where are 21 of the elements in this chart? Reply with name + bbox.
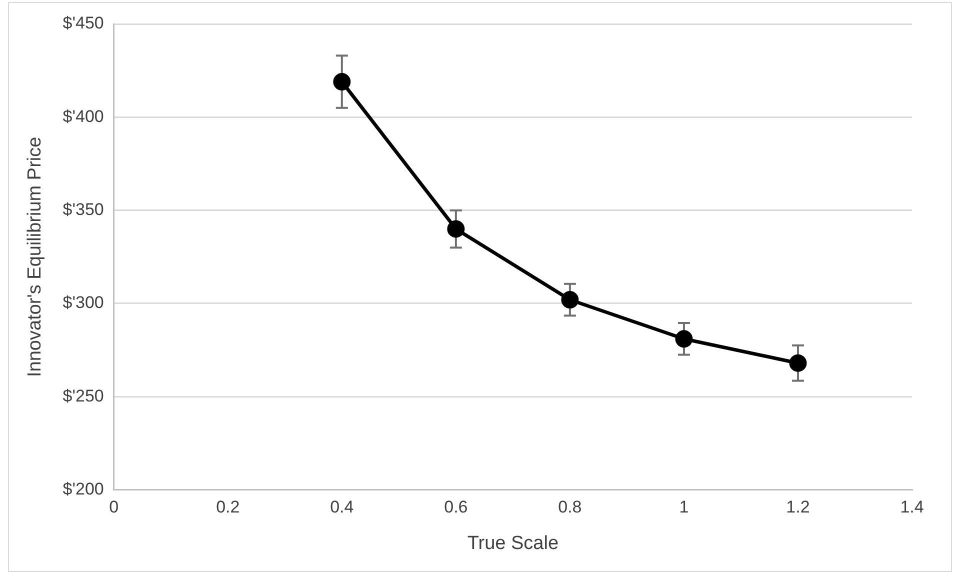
y-tick-label: $'350	[62, 200, 104, 220]
y-tick-label: $'300	[62, 293, 104, 312]
point	[789, 354, 807, 372]
y-tick-label: $'400	[62, 106, 104, 126]
x-tick-label: 0.4	[330, 498, 354, 517]
x-tick-label: 1.4	[900, 498, 924, 517]
x-tick-label: 0.8	[558, 498, 582, 517]
point	[447, 220, 465, 238]
x-tick-label: 0.6	[444, 498, 468, 517]
y-tick-label: $'200	[62, 479, 104, 498]
y-axis-title: Innovator's Equilibrium Price	[24, 136, 46, 377]
x-tick-label: 1.2	[786, 498, 810, 517]
point	[675, 330, 693, 348]
x-tick-label: 1	[679, 498, 689, 517]
point	[333, 73, 351, 91]
y-tick-label: $'450	[62, 14, 104, 33]
x-tick-label: 0	[109, 498, 119, 517]
y-tick-label: $'250	[62, 386, 104, 406]
x-axis-title: True Scale	[467, 532, 559, 554]
point	[561, 291, 579, 309]
x-tick-label: 0.2	[216, 498, 240, 517]
